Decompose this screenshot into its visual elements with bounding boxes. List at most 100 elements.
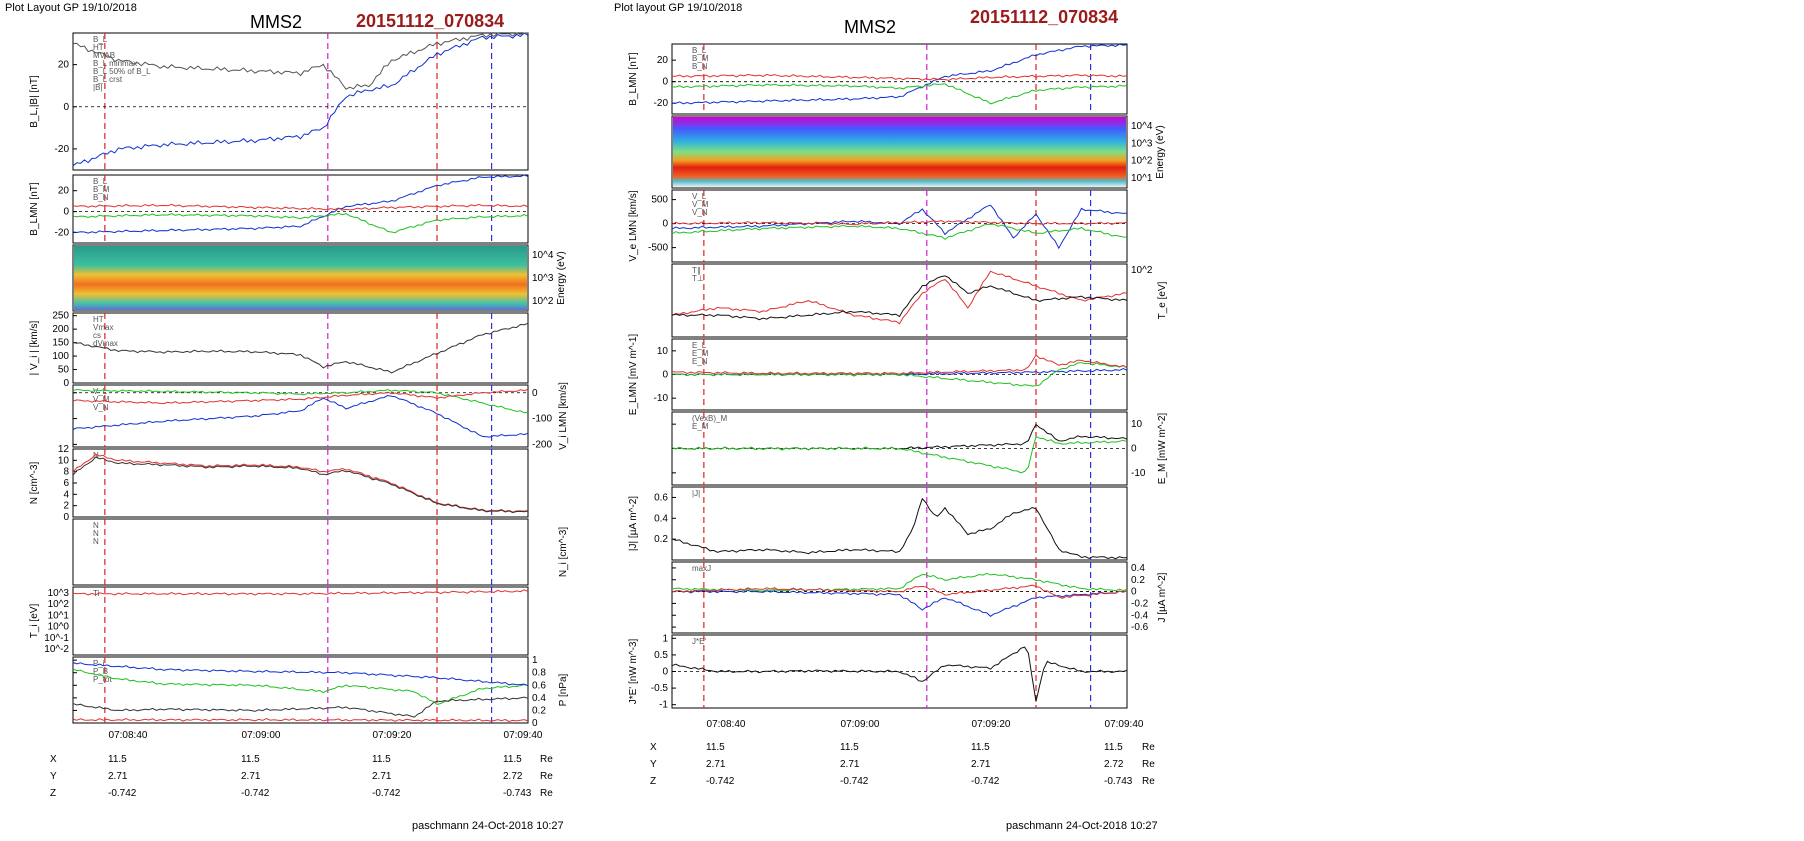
ytick-label: -200 [532,439,552,450]
legend-entry: T⊥ [692,274,704,283]
ytick-label: 10^3 [532,273,554,284]
figure1-spacecraft: MMS2 [250,12,302,32]
ephemeris-value: -0.742 [372,788,401,799]
ephemeris-label: Y [650,759,657,770]
ephemeris-value: 2.71 [108,771,128,782]
ytick-label: 0.8 [532,668,546,679]
legend-entry: B_L [93,177,108,186]
ytick-label: 1 [662,633,668,644]
ytick-label: 0 [1131,587,1137,598]
ytick-label: 10^0 [48,622,70,633]
legend-entry: cs [93,331,101,340]
series-line [671,223,1128,240]
figure1-panel-7: N_i [cm^-3] NNN [72,518,569,586]
ylabel: P [nPa] [558,673,569,706]
ephemeris-unit: Re [1142,776,1155,787]
ephemeris-value: 11.5 [840,742,859,753]
ytick-label: 0.2 [654,534,668,545]
series-line [72,174,529,234]
figure1-panel-3: 10^4 10^3 10^2 Energy (eV) [72,244,567,312]
legend-entry: MVAB [93,51,115,60]
ytick-label: -20 [55,144,70,155]
legend-entry: N [93,529,99,538]
ytick-label: -20 [654,98,669,109]
ylabel: B_L,|B| [nT] [29,75,40,128]
ytick-label: 200 [52,324,69,335]
figure2-header-left: Plot layout GP 19/10/2018 [614,2,742,14]
series-line [72,322,529,374]
legend-entry: P_i [93,659,105,668]
legend-entry: T∥ [692,266,701,275]
series-line [671,219,1128,226]
ytick-label: -100 [532,414,552,425]
ylabel: E_M [mW m^-2] [1157,413,1168,485]
ephemeris-value: 2.71 [706,759,726,770]
ephemeris-value: 11.5 [108,754,127,765]
legend-entry: V_L [692,192,707,201]
ephemeris-value: -0.742 [971,776,1000,787]
figure2-panel-5: 10 0 -10 E_LMN [mV m^-1] E_LE_ME_N [628,334,1128,416]
series-line [672,83,1128,105]
legend-entry: (VexB)_M [692,414,727,423]
ytick-label: 10^-2 [44,644,69,655]
ytick-label: 10 [657,346,669,357]
series-line [72,32,529,90]
ytick-label: 0 [63,378,69,389]
ytick-label: 10^3 [48,588,70,599]
series-line [72,203,529,211]
legend-entry: E_N [692,357,708,366]
time-tick-label: 07:08:40 [707,719,746,730]
ylabel: E_LMN [mV m^-1] [628,334,639,416]
ephemeris-value: 11.5 [706,742,725,753]
ytick-label: 2 [63,501,69,512]
time-tick-label: 07:09:00 [841,719,880,730]
legend-entry: HT [93,43,104,52]
ytick-label: 0.2 [532,705,546,716]
ylabel: |J| [µA m^-2] [628,496,639,551]
series-line [671,270,1128,325]
figure2-spacecraft: MMS2 [844,17,896,37]
series-line [72,662,529,687]
series-line [671,584,1128,599]
ytick-label: 20 [58,60,70,71]
ylabel: T_e [eV] [1157,281,1168,319]
ytick-label: 10^2 [48,599,70,610]
ytick-label: 100 [52,351,69,362]
series-line [671,354,1128,376]
series-line [671,589,1128,617]
ephemeris-value: -0.743 [1104,776,1133,787]
ytick-label: 0 [1131,444,1137,455]
ytick-label: 8 [63,467,69,478]
ephemeris-value: 2.71 [971,759,991,770]
figure1-panel-5: 0 -100 -200 V_i LMN [km/s] V_LV_MV_N [72,382,569,450]
ytick-label: 50 [58,365,70,376]
series-line [72,718,529,723]
time-tick-label: 07:08:40 [109,730,148,741]
ytick-label: -20 [55,228,70,239]
spectrogram [673,117,1126,187]
ephemeris-value: -0.742 [840,776,869,787]
ylabel: J [µA m^-2] [1157,572,1168,622]
legend-entry: B_L minmax [93,59,137,68]
time-tick-label: 07:09:20 [972,719,1011,730]
time-tick-label: 07:09:00 [242,730,281,741]
ytick-label: 10^4 [1131,121,1153,132]
legend-entry: N [93,521,99,530]
ytick-label: 10^2 [1131,156,1153,167]
series-line [72,212,529,234]
figure2-event-id: 20151112_070834 [970,7,1118,27]
series-line [72,589,529,596]
ylabel: N [cm^-3] [29,462,40,505]
ylabel: Energy (eV) [556,251,567,304]
legend-entry: J*E' [692,637,706,646]
ytick-label: 0 [63,102,69,113]
ephemeris-value: 11.5 [1104,742,1123,753]
series-line [671,435,1128,474]
ylabel: J*E' [nW m^-3] [628,639,639,705]
legend-entry: |J| [692,489,700,498]
figure2-panel-2: 10^4 10^3 10^2 10^1 Energy (eV) [671,115,1166,189]
ytick-label: 0 [63,512,69,523]
legend-entry: B_N [692,62,708,71]
ephemeris-value: 2.72 [1104,759,1124,770]
